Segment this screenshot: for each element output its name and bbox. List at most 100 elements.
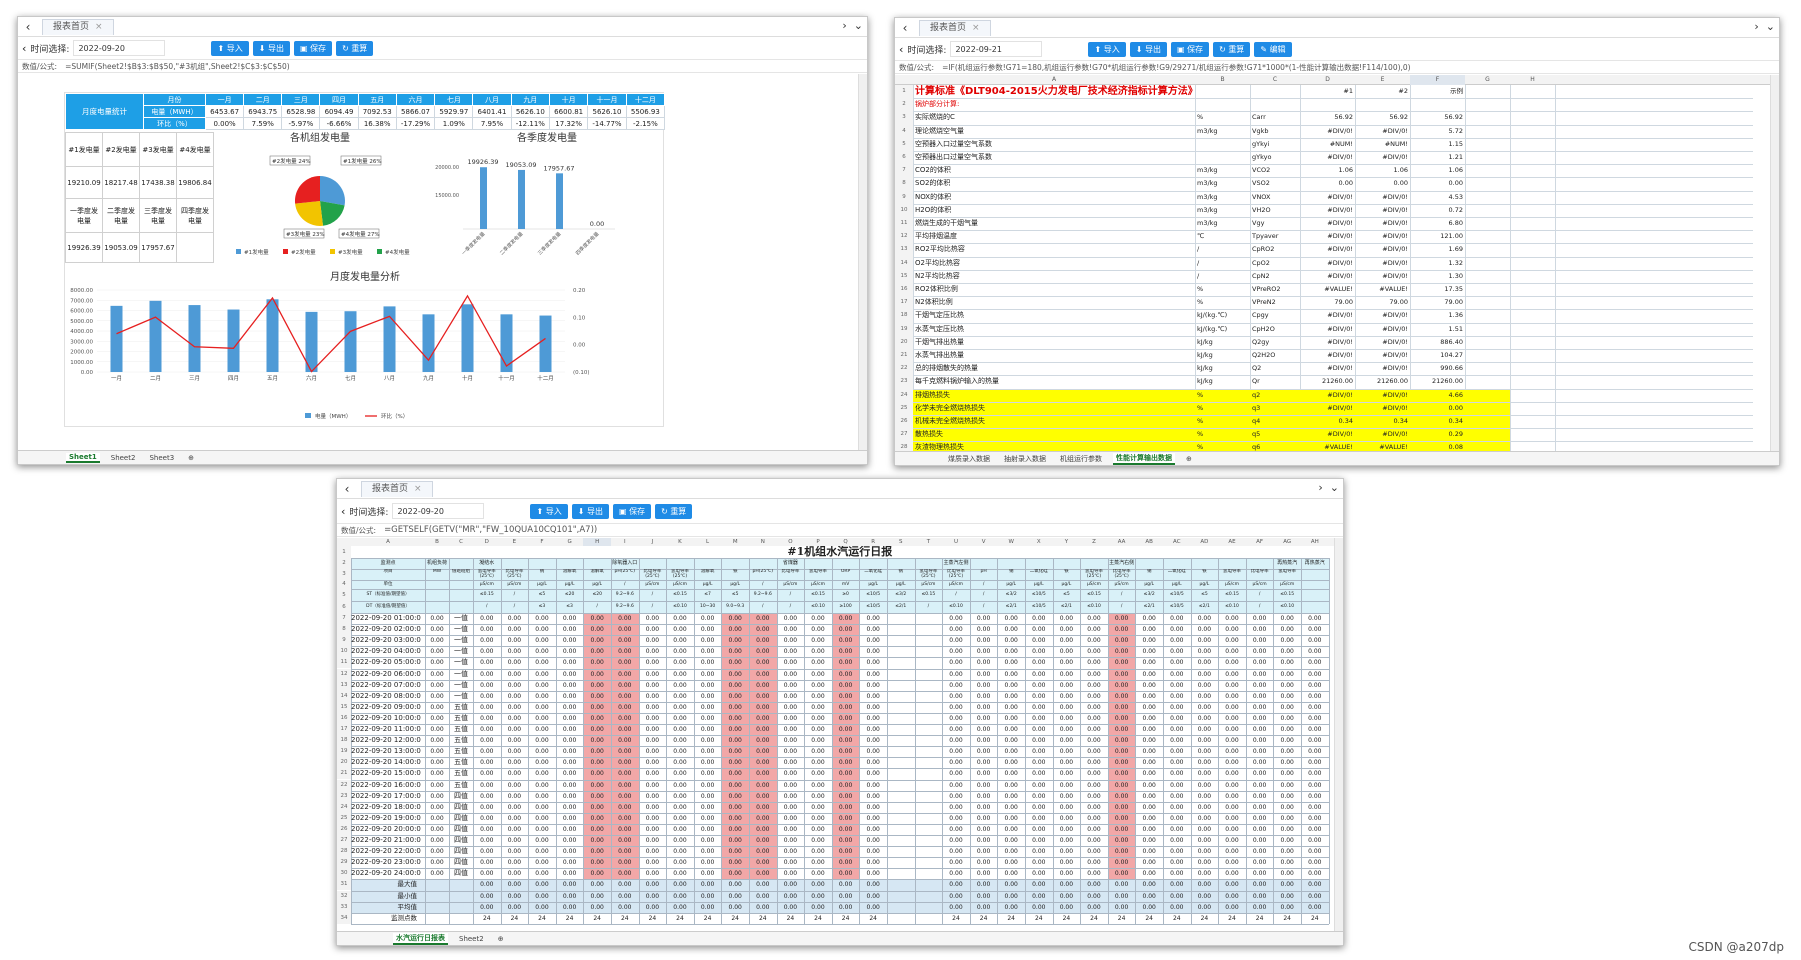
stat-cell[interactable]: 0.00 (673, 892, 687, 900)
shift-cell[interactable]: 四值 (454, 858, 468, 867)
dt-cell[interactable]: ≤2/1 (895, 604, 907, 609)
stat-cell[interactable]: 0.00 (949, 903, 963, 911)
value-cell[interactable]: 0.00 (562, 825, 577, 833)
unit-cell[interactable]: μS/cm (1086, 582, 1102, 587)
value-cell[interactable]: 0.00 (507, 714, 522, 722)
stat-cell[interactable]: 0.00 (1114, 881, 1129, 889)
column-header[interactable]: H (1530, 76, 1535, 83)
value-cell[interactable]: 0.00 (1004, 814, 1018, 822)
value-cell[interactable]: 0.00 (1114, 615, 1129, 622)
st-cell[interactable]: / (789, 592, 792, 597)
month-bar[interactable] (110, 305, 123, 372)
stat-cell[interactable]: 0.00 (673, 903, 687, 911)
value-cell[interactable]: 0.00 (728, 825, 742, 833)
value-cell[interactable]: 0.00 (1280, 637, 1294, 645)
value-cell[interactable]: 0.00 (673, 737, 687, 745)
unit-cell[interactable]: μg/L (702, 582, 713, 587)
stat-label[interactable]: 最小值 (397, 891, 418, 900)
energy-cell[interactable]: 5626.10 (510, 105, 551, 118)
value-cell[interactable]: 0.00 (535, 726, 549, 733)
dt-cell[interactable]: ≤0.10 (1225, 604, 1239, 609)
value-cell[interactable]: 0.00 (507, 803, 522, 811)
value-cell[interactable]: 0.00 (507, 870, 522, 878)
import-button[interactable]: ⬆ 导入 (211, 40, 249, 56)
value-cell[interactable]: 0.00 (866, 748, 880, 756)
param-header[interactable]: 比电导率(25℃) (643, 569, 662, 579)
value-cell[interactable]: 0.00 (756, 814, 770, 822)
pie-slice-3[interactable] (295, 201, 323, 226)
value-cell[interactable]: 0.00 (507, 615, 522, 622)
cell-value-2[interactable]: #DIV/0! (1382, 192, 1408, 201)
value-cell[interactable]: 0.00 (700, 792, 715, 800)
value-cell[interactable]: 0.00 (480, 703, 494, 711)
value-cell[interactable]: 0.00 (1142, 859, 1156, 867)
row-header[interactable]: 5 (895, 137, 913, 151)
value-cell[interactable]: 0.00 (976, 825, 991, 833)
value-cell[interactable]: 0.00 (1280, 792, 1294, 800)
value-cell[interactable]: 0.00 (1004, 714, 1018, 722)
row-header[interactable]: 12 (895, 230, 913, 244)
value-cell[interactable]: 0.00 (535, 837, 549, 844)
row-header[interactable]: 1 (337, 546, 351, 558)
time-cell[interactable]: 2022-09-20 03:00:0 (351, 636, 421, 645)
value-cell[interactable]: 0.00 (700, 837, 715, 844)
column-header[interactable]: E (512, 539, 517, 545)
unit-cell[interactable]: / (624, 582, 626, 587)
value-cell[interactable]: 0.00 (1170, 803, 1184, 811)
value-cell[interactable]: 0.00 (1004, 803, 1018, 811)
dt-cell[interactable]: ≤10/5 (866, 604, 881, 609)
value-cell[interactable]: 0.00 (866, 681, 880, 689)
stat-cell[interactable]: 24 (676, 914, 684, 922)
value-cell[interactable]: 0.00 (866, 803, 880, 811)
value-cell[interactable]: 0.00 (700, 637, 715, 645)
stat-cell[interactable]: 0.00 (811, 892, 825, 900)
value-cell[interactable]: 0.00 (838, 748, 853, 756)
close-icon[interactable]: × (972, 22, 980, 33)
value-cell[interactable]: 0.00 (590, 659, 604, 667)
value-cell[interactable]: 0.00 (1032, 737, 1046, 745)
value-cell[interactable]: 0.00 (1197, 759, 1212, 767)
stat-cell[interactable]: 24 (1090, 914, 1098, 922)
month-bar[interactable] (461, 304, 474, 372)
value-cell[interactable]: 0.00 (700, 803, 715, 811)
value-cell[interactable]: 0.00 (1032, 792, 1046, 800)
value-cell[interactable]: 0.00 (1170, 670, 1184, 678)
value-cell[interactable]: 0.00 (507, 781, 522, 789)
value-cell[interactable]: 0.00 (1197, 737, 1212, 745)
cell-value-2[interactable]: 1.06 (1393, 166, 1408, 175)
value-cell[interactable]: 0.00 (590, 859, 604, 867)
value-cell[interactable]: 0.00 (866, 825, 880, 833)
unit-cell[interactable]: μg/L (730, 582, 741, 587)
value-cell[interactable]: 0.00 (1252, 770, 1267, 778)
value-cell[interactable]: 0.00 (1032, 681, 1046, 689)
row-header[interactable]: 16 (895, 283, 913, 297)
value-cell[interactable]: 0.00 (480, 859, 494, 867)
value-cell[interactable]: 0.00 (1087, 615, 1101, 622)
value-cell[interactable]: 0.00 (976, 781, 991, 789)
value-cell[interactable]: 0.00 (562, 670, 577, 678)
value-cell[interactable]: 0.00 (838, 714, 853, 722)
stat-cell[interactable]: 24 (869, 914, 877, 922)
cell-value-2[interactable]: #DIV/0! (1382, 245, 1408, 254)
value-cell[interactable]: 0.00 (1087, 781, 1101, 789)
value-cell[interactable]: 0.00 (480, 792, 494, 800)
st-cell[interactable]: ≤0.15 (1087, 592, 1101, 597)
column-header[interactable]: I (623, 539, 626, 545)
month-bar[interactable] (188, 305, 201, 372)
value-cell[interactable]: 0.00 (673, 814, 687, 822)
value-cell[interactable]: 0.00 (783, 748, 798, 756)
value-cell[interactable]: 0.00 (866, 659, 880, 667)
value-cell[interactable]: 0.00 (645, 748, 660, 756)
cell-value-example[interactable]: 1.32 (1448, 258, 1463, 267)
row-header[interactable]: 30 (337, 868, 351, 880)
value-cell[interactable]: 0.00 (480, 748, 494, 756)
cell-value-2[interactable]: #DIV/0! (1382, 390, 1408, 399)
value-cell[interactable]: 0.00 (480, 870, 494, 878)
row-header[interactable]: 27 (895, 428, 913, 442)
value-cell[interactable]: 0.00 (1087, 814, 1101, 822)
value-cell[interactable]: 0.00 (1142, 615, 1156, 622)
value-cell[interactable]: 0.00 (1087, 670, 1101, 678)
cell-symbol[interactable]: VCO2 (1252, 166, 1271, 175)
shift-cell[interactable]: 四值 (454, 824, 468, 833)
value-cell[interactable]: 0.00 (1032, 648, 1046, 656)
